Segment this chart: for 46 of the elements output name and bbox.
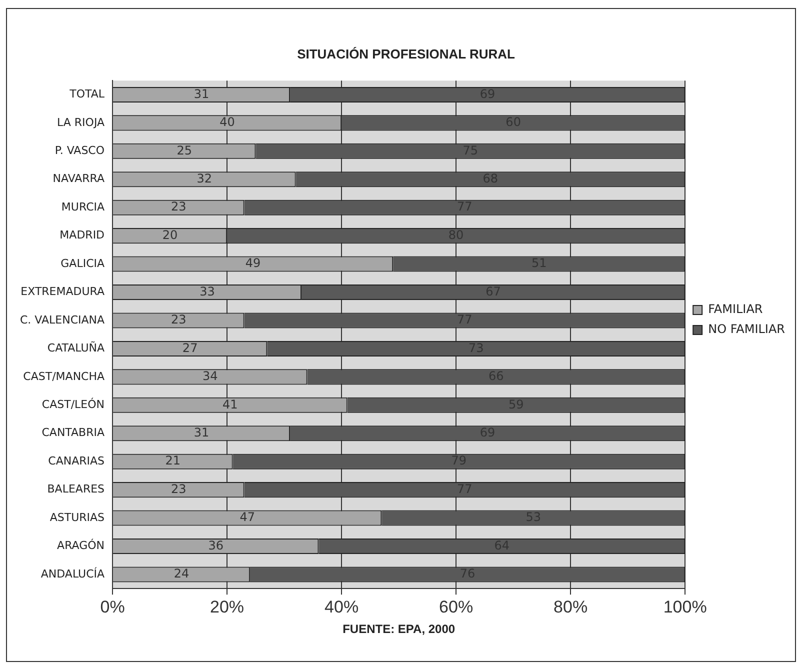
- x-tick-label: 20%: [210, 597, 244, 616]
- data-label: 31: [194, 86, 210, 101]
- data-label: 24: [174, 566, 190, 581]
- y-tick-label: CATALUÑA: [47, 340, 105, 355]
- source-note: FUENTE: EPA, 2000: [342, 622, 456, 636]
- y-tick-label: BALEARES: [47, 482, 105, 496]
- data-label: 33: [200, 284, 215, 298]
- data-label: 36: [208, 538, 224, 552]
- data-label: 47: [240, 510, 255, 524]
- legend-label: NO FAMILIAR: [708, 322, 786, 336]
- data-label: 23: [170, 482, 186, 496]
- data-label: 25: [176, 143, 192, 158]
- y-tick-label: CANARIAS: [48, 454, 105, 468]
- y-tick-label: C. VALENCIANA: [20, 313, 106, 326]
- y-tick-label: ANDALUCÍA: [40, 566, 105, 580]
- x-tick-label: 80%: [554, 597, 588, 616]
- data-label: 20: [162, 228, 178, 242]
- y-tick-label: LA RIOJA: [57, 116, 105, 129]
- data-label: 32: [196, 172, 212, 186]
- y-tick-label: TOTAL: [68, 88, 106, 101]
- y-tick-label: CANTABRIA: [42, 426, 105, 440]
- y-tick-label: GALICIA: [60, 256, 105, 270]
- data-label: 21: [165, 454, 181, 468]
- y-tick-label: MADRID: [60, 228, 105, 242]
- x-tick-label: 60%: [439, 597, 474, 616]
- chart-title: SITUACIÓN PROFESIONAL RURAL: [297, 46, 515, 62]
- data-label: 31: [194, 426, 210, 440]
- data-label: 49: [245, 256, 261, 270]
- y-tick-label: ASTURIAS: [50, 510, 105, 524]
- data-label: 34: [202, 369, 218, 384]
- data-label: 27: [182, 340, 198, 355]
- y-tick-label: P. VASCO: [54, 144, 105, 158]
- data-label: 23: [170, 200, 186, 214]
- y-tick-label: EXTREMADURA: [20, 285, 105, 298]
- y-tick-label: NAVARRA: [52, 172, 105, 186]
- y-tick-label: MURCIA: [61, 200, 105, 214]
- y-tick-label: CAST/LEÓN: [42, 397, 105, 412]
- data-label: 41: [222, 397, 238, 412]
- x-tick-label: 0%: [100, 597, 125, 616]
- y-tick-label: CAST/MANCHA: [23, 370, 105, 383]
- x-tick-label: 40%: [324, 597, 359, 616]
- legend-label: FAMILIAR: [708, 302, 763, 316]
- data-label: 23: [170, 312, 186, 327]
- x-tick-label: 100%: [663, 597, 707, 616]
- data-label: 40: [220, 115, 235, 130]
- y-tick-label: ARAGÓN: [57, 538, 105, 552]
